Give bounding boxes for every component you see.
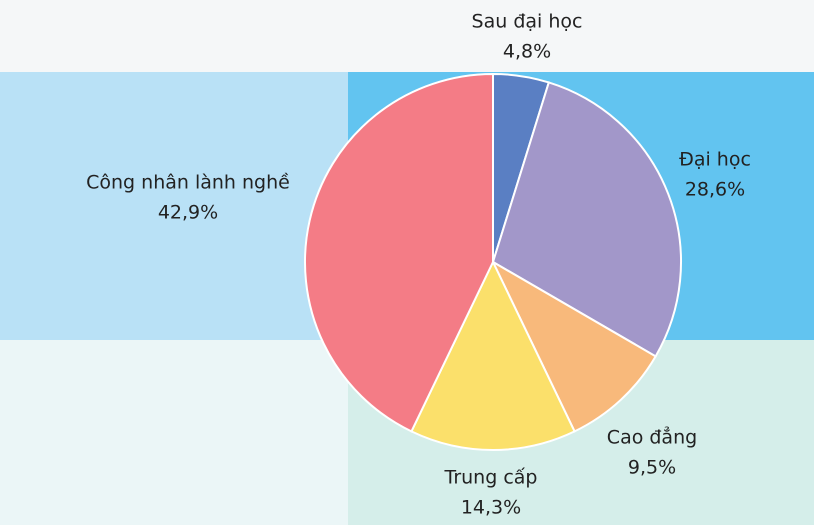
value-label: 9,5% <box>628 457 676 479</box>
value-label: 28,6% <box>685 179 745 201</box>
pie-slice <box>410 259 576 451</box>
pie-slice <box>490 259 657 433</box>
slice-label: Công nhân lành nghề <box>86 172 290 194</box>
background <box>0 72 348 340</box>
value-label: 42,9% <box>158 202 218 224</box>
slice-label: Cao đẳng <box>607 426 697 449</box>
pie-slice <box>491 81 682 358</box>
slice-label: Sau đại học <box>472 11 583 33</box>
value-label: 14,3% <box>461 497 521 519</box>
slice-label: Trung cấp <box>444 467 538 489</box>
slice-label: Đại học <box>679 149 751 171</box>
value-label: 4,8% <box>503 41 551 63</box>
background <box>0 340 348 525</box>
pie-slice <box>304 72 494 433</box>
background <box>0 0 814 72</box>
